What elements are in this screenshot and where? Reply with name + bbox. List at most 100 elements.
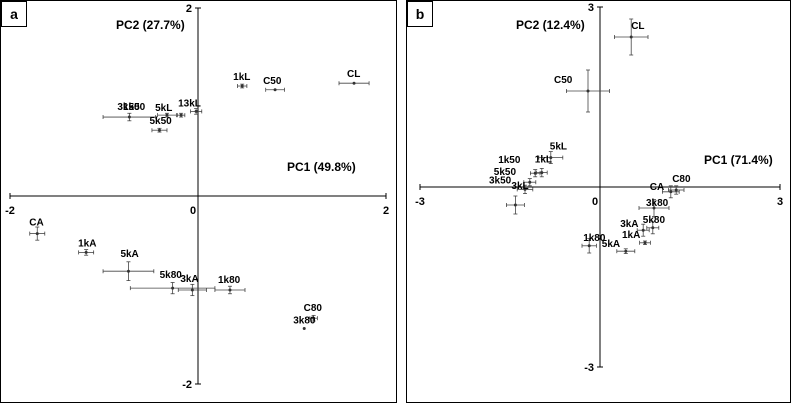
data-point <box>587 244 591 248</box>
data-point <box>586 89 590 93</box>
panel-b-point-3kl: 3kL <box>505 181 529 215</box>
point-label: CA <box>650 182 664 193</box>
point-label: 1kA <box>78 238 96 249</box>
point-label: 3kA <box>180 274 198 285</box>
panel-a-y-tick-label: 2 <box>186 3 192 15</box>
data-point <box>194 109 198 113</box>
panel-b-point-3k80: 3k80 <box>638 198 670 217</box>
panel-a-point-c50: C50 <box>263 76 285 92</box>
panel-b-label: b <box>407 1 433 27</box>
point-label: 1kL <box>535 155 552 166</box>
panel-b-point-1ka: 1kA <box>622 230 651 246</box>
panel-b-x-tick-label: -3 <box>415 196 425 208</box>
point-label: 5kA <box>602 239 620 250</box>
data-point <box>643 241 647 245</box>
data-point <box>84 250 88 254</box>
point-label: 5kA <box>120 249 138 260</box>
panel-a-point-3k50: 3k50 <box>102 102 157 122</box>
point-label: 1kA <box>622 230 640 241</box>
point-label: 1k50 <box>123 102 146 113</box>
point-label: 5kL <box>550 142 567 153</box>
data-point <box>624 249 628 253</box>
panel-a-point-5ka: 5kA <box>102 249 155 282</box>
panel-b-point-5kl: 5kL <box>538 142 567 165</box>
panel-a-point-c80: C80 <box>304 303 323 322</box>
panel-a-x-axis-title: PC1 (49.8%) <box>287 160 356 174</box>
data-point <box>126 269 130 273</box>
point-label: CL <box>347 69 360 80</box>
point-label: 1kL <box>233 72 250 83</box>
panel-b-x-tick-label: 0 <box>592 196 598 208</box>
panel-b-y-tick-label: -3 <box>584 362 594 374</box>
data-point <box>157 128 161 132</box>
data-point <box>302 327 306 331</box>
panel-a-y-tick-label: -2 <box>182 379 192 391</box>
point-label: 1k80 <box>218 275 241 286</box>
data-point <box>35 232 39 236</box>
panel-b-y-tick-label: 3 <box>588 2 594 14</box>
panel-a-label: a <box>1 1 27 27</box>
point-label: 3k80 <box>293 316 316 327</box>
panel-a-point-3ka: 3kA <box>177 274 207 297</box>
point-label: CA <box>29 218 43 229</box>
panel-a-x-tick-label: 0 <box>190 205 196 217</box>
point-label: 5k50 <box>149 116 172 127</box>
point-label: C80 <box>672 174 691 185</box>
data-point <box>352 81 356 85</box>
point-label: C80 <box>304 303 323 314</box>
data-point <box>127 115 131 119</box>
panel-a-point-3k80: 3k80 <box>293 316 316 331</box>
panel-a-point-5kl: 5kL <box>155 103 186 118</box>
data-point <box>652 206 656 210</box>
data-point <box>523 187 527 191</box>
panel-a-point-1ka: 1kA <box>78 238 96 256</box>
data-point <box>228 288 232 292</box>
panel-b-x-axis-title: PC1 (71.4%) <box>704 153 773 167</box>
panel-a-point-5k50: 5k50 <box>149 116 172 133</box>
panel-a-point-5k80: 5k80 <box>129 270 216 295</box>
data-point <box>190 288 194 292</box>
data-point <box>240 84 244 88</box>
point-label: 1k80 <box>583 233 606 244</box>
panel-b-point-c80: C80 <box>668 174 691 195</box>
data-point <box>312 316 316 320</box>
panel-b-point-5k80: 5k80 <box>643 215 665 235</box>
panel-b-point-5ka: 5kA <box>602 239 636 255</box>
data-point <box>540 171 544 175</box>
panel-b-point-1k80: 1k80 <box>581 233 606 254</box>
panel-a-point-ca: CA <box>29 218 46 241</box>
panel-b-point-3ka: 3kA <box>620 219 650 237</box>
point-label: 5kL <box>155 103 172 114</box>
data-point <box>651 226 655 230</box>
point-label: CL <box>631 21 644 32</box>
panel-b-point-c50: C50 <box>554 69 610 113</box>
panel-b-point-3k50: 3k50 <box>489 175 534 195</box>
point-label: 3k50 <box>117 102 140 113</box>
point-label: 3k80 <box>646 198 669 209</box>
point-label: C50 <box>263 76 282 87</box>
panel-a-point-1k50: 1k50 <box>123 102 177 118</box>
panel-a-y-axis-title: PC2 (27.7%) <box>116 18 185 32</box>
panel-a-point-cl: CL <box>338 69 370 86</box>
panel-b-point-5k50: 5k50 <box>494 167 537 187</box>
panel-a-x-tick-label: -2 <box>5 205 15 217</box>
point-label: 5k50 <box>494 167 517 178</box>
data-point <box>674 188 678 192</box>
panel-b-frame <box>406 0 791 403</box>
panel-a-point-13kl: 13kL <box>178 98 203 115</box>
panel-b-y-axis-title: PC2 (12.4%) <box>516 18 585 32</box>
panel-a-point-1kl: 1kL <box>233 72 250 89</box>
point-label: 3kA <box>620 219 638 230</box>
data-point <box>165 113 169 117</box>
panel-a-plot: -2 0 2 2 -2 PC1 (49.8%) PC2 (27.7%) CL C50 1kL 13k… <box>5 3 389 391</box>
point-label: 13kL <box>178 98 201 109</box>
point-label: 3k50 <box>489 175 512 186</box>
panel-b-x-tick-label: 3 <box>777 196 783 208</box>
data-point <box>533 171 537 175</box>
data-point <box>171 286 175 290</box>
panel-b-point-1kl: 1kL <box>535 155 552 178</box>
data-point <box>641 228 645 232</box>
panel-a-point-1k80: 1k80 <box>214 275 246 295</box>
data-point <box>513 203 517 207</box>
